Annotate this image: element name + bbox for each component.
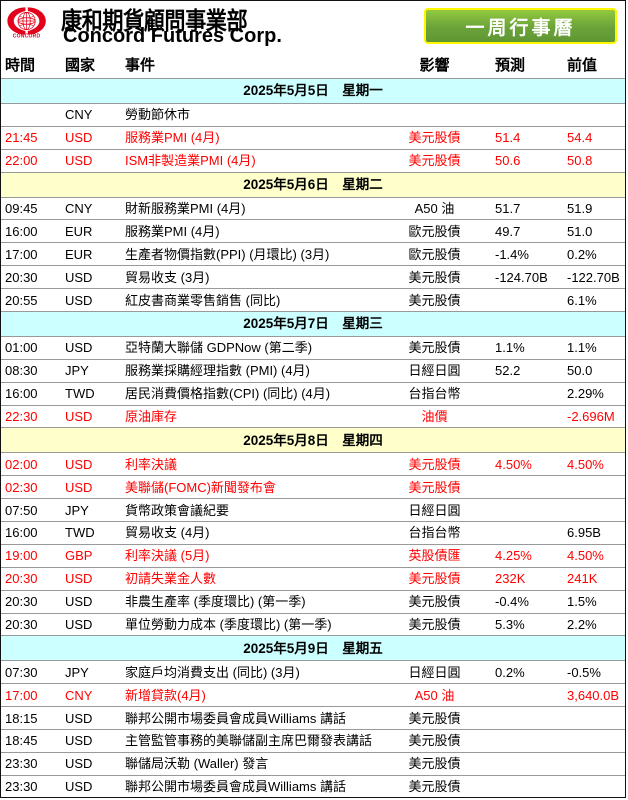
svg-text:CONCORD: CONCORD xyxy=(13,33,41,38)
